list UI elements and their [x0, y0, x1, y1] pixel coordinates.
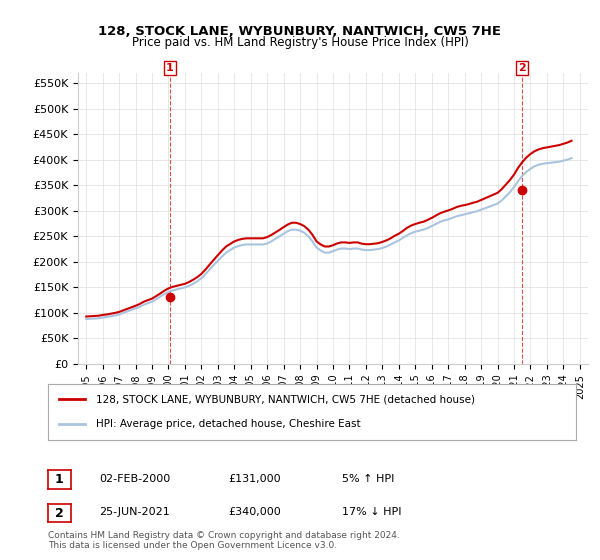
Text: 2: 2 — [55, 507, 64, 520]
Text: HPI: Average price, detached house, Cheshire East: HPI: Average price, detached house, Ches… — [95, 419, 360, 429]
Text: 1: 1 — [166, 63, 174, 73]
Text: 5% ↑ HPI: 5% ↑ HPI — [342, 474, 394, 484]
Text: £131,000: £131,000 — [228, 474, 281, 484]
Text: Contains HM Land Registry data © Crown copyright and database right 2024.
This d: Contains HM Land Registry data © Crown c… — [48, 530, 400, 550]
Text: £340,000: £340,000 — [228, 507, 281, 517]
Text: Price paid vs. HM Land Registry's House Price Index (HPI): Price paid vs. HM Land Registry's House … — [131, 36, 469, 49]
Text: 128, STOCK LANE, WYBUNBURY, NANTWICH, CW5 7HE: 128, STOCK LANE, WYBUNBURY, NANTWICH, CW… — [98, 25, 502, 38]
Text: 128, STOCK LANE, WYBUNBURY, NANTWICH, CW5 7HE (detached house): 128, STOCK LANE, WYBUNBURY, NANTWICH, CW… — [95, 394, 475, 404]
Text: 02-FEB-2000: 02-FEB-2000 — [99, 474, 170, 484]
Text: 25-JUN-2021: 25-JUN-2021 — [99, 507, 170, 517]
Text: 2: 2 — [518, 63, 526, 73]
Text: 1: 1 — [55, 473, 64, 486]
Text: 17% ↓ HPI: 17% ↓ HPI — [342, 507, 401, 517]
